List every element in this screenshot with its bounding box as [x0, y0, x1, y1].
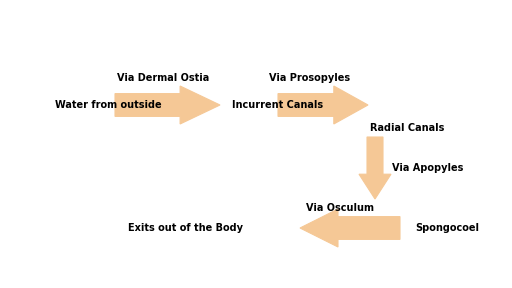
Text: Water from outside: Water from outside: [55, 100, 162, 110]
Text: Via Dermal Ostia: Via Dermal Ostia: [117, 73, 209, 83]
Text: Exits out of the Body: Exits out of the Body: [127, 223, 243, 233]
Text: Via Osculum: Via Osculum: [306, 203, 374, 213]
Text: Via Prosopyles: Via Prosopyles: [269, 73, 351, 83]
Text: Incurrent Canals: Incurrent Canals: [232, 100, 323, 110]
Text: Radial Canals: Radial Canals: [370, 123, 444, 133]
FancyArrow shape: [115, 86, 220, 124]
FancyArrow shape: [359, 137, 391, 199]
FancyArrow shape: [278, 86, 368, 124]
Text: Via Apopyles: Via Apopyles: [392, 163, 463, 173]
Text: Spongocoel: Spongocoel: [415, 223, 479, 233]
FancyArrow shape: [300, 209, 400, 247]
